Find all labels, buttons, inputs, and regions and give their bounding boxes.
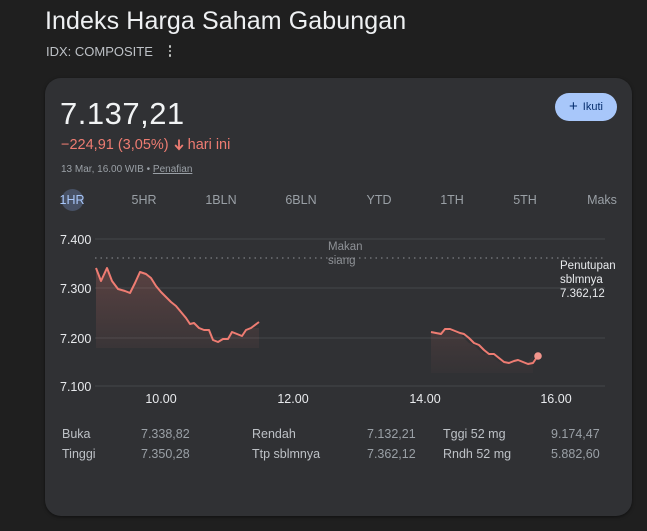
previous-close-label: Penutupan bbox=[560, 260, 616, 272]
stat-label-prev-close: Ttp sblmnya bbox=[252, 447, 321, 461]
tab-1bln[interactable]: 1BLN bbox=[205, 193, 237, 207]
stat-label-high: Tinggi bbox=[62, 447, 96, 461]
tab-1hr[interactable]: 1HR bbox=[59, 193, 85, 207]
timestamp-row: 13 Mar, 16.00 WIB • Penafian bbox=[61, 164, 192, 175]
stat-value-high: 7.350,28 bbox=[141, 447, 190, 461]
y-tick: 7.100 bbox=[60, 380, 91, 394]
ticker-row: IDX: COMPOSITE bbox=[46, 43, 177, 59]
price-change: −224,91 (3,05%) hari ini bbox=[61, 137, 230, 153]
page-title: Indeks Harga Saham Gabungan bbox=[45, 7, 407, 35]
previous-close-value: 7.362,12 bbox=[560, 288, 605, 300]
y-tick: 7.300 bbox=[60, 282, 91, 296]
stat-value-prev-close: 7.362,12 bbox=[367, 447, 416, 461]
range-tabs: 1HR 5HR 1BLN 6BLN YTD 1TH 5TH Maks bbox=[45, 191, 632, 211]
stat-value-low: 7.132,21 bbox=[367, 427, 416, 441]
stat-label-low: Rendah bbox=[252, 427, 296, 441]
session1-line bbox=[95, 267, 260, 343]
timestamp: 13 Mar, 16.00 WIB bbox=[61, 164, 144, 175]
ticker-label: IDX: COMPOSITE bbox=[46, 43, 153, 59]
follow-button[interactable]: + Ikuti bbox=[555, 93, 617, 121]
x-tick: 14.00 bbox=[409, 392, 440, 406]
separator: • bbox=[146, 164, 151, 175]
tab-5th[interactable]: 5TH bbox=[513, 193, 537, 207]
x-tick: 16.00 bbox=[540, 392, 571, 406]
stat-value-52w-low: 5.882,60 bbox=[551, 447, 600, 461]
tab-5hr[interactable]: 5HR bbox=[131, 193, 157, 207]
tab-ytd[interactable]: YTD bbox=[366, 193, 392, 207]
price-chart[interactable]: 7.400 7.300 7.200 7.100 10.00 12.00 14.0… bbox=[45, 78, 632, 516]
session2-line bbox=[430, 328, 538, 365]
current-price: 7.137,21 bbox=[60, 96, 185, 131]
plus-icon: + bbox=[569, 98, 578, 115]
tab-1th[interactable]: 1TH bbox=[440, 193, 464, 207]
previous-close-label: sblmnya bbox=[560, 274, 603, 286]
stat-label-52w-low: Rndh 52 mg bbox=[443, 447, 512, 461]
y-tick: 7.400 bbox=[60, 233, 91, 247]
lunch-annotation: Makan bbox=[328, 241, 363, 253]
change-suffix: hari ini bbox=[187, 137, 231, 153]
stat-label-52w-high: Tggi 52 mg bbox=[443, 427, 506, 441]
gridlines bbox=[95, 238, 605, 387]
x-tick: 12.00 bbox=[277, 392, 308, 406]
stat-value-open: 7.338,82 bbox=[141, 427, 190, 441]
stat-label-open: Buka bbox=[62, 427, 91, 441]
tab-maks[interactable]: Maks bbox=[587, 193, 617, 207]
x-tick: 10.00 bbox=[145, 392, 176, 406]
y-tick: 7.200 bbox=[60, 332, 91, 346]
disclaimer-link[interactable]: Penafian bbox=[152, 164, 193, 175]
follow-label: Ikuti bbox=[582, 101, 603, 113]
quote-card: 7.137,21 −224,91 (3,05%) hari ini 13 Mar… bbox=[45, 78, 632, 516]
stat-value-52w-high: 9.174,47 bbox=[551, 427, 600, 441]
arrow-down-icon bbox=[174, 139, 184, 151]
more-vert-icon[interactable] bbox=[163, 43, 177, 59]
tab-6bln[interactable]: 6BLN bbox=[285, 193, 317, 207]
lunch-annotation: siang bbox=[328, 255, 356, 267]
change-value: −224,91 (3,05%) bbox=[61, 137, 169, 153]
session2-area bbox=[431, 329, 533, 373]
last-price-marker bbox=[534, 352, 542, 360]
